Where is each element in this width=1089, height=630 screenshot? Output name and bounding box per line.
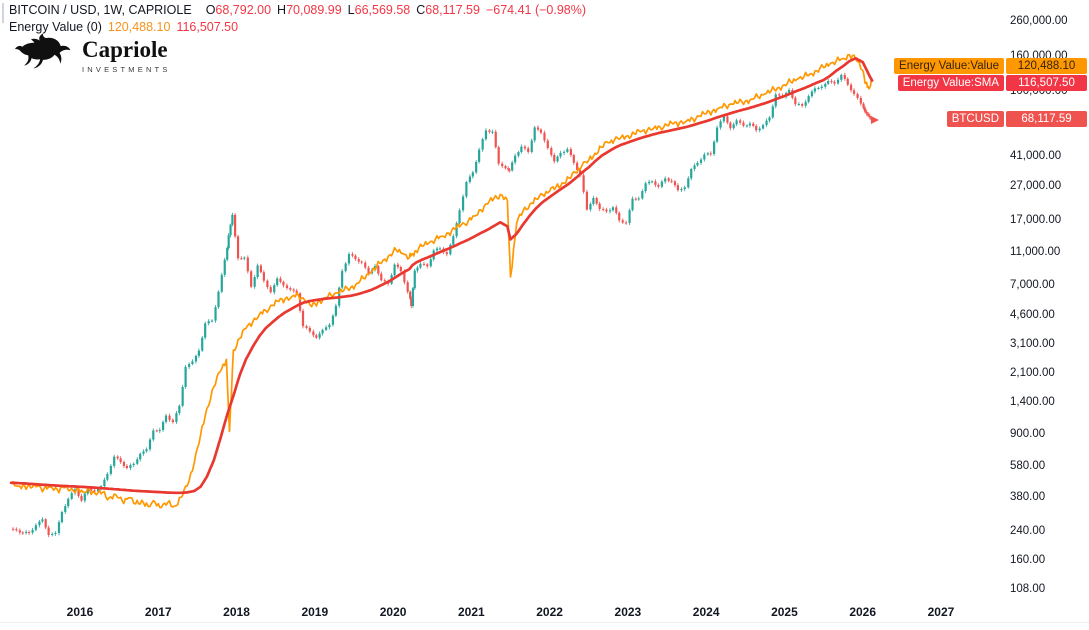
- year-tick-label: 2022: [536, 605, 563, 619]
- year-tick-label: 2027: [927, 605, 955, 619]
- energy-value-axis-badge: 120,488.10: [1006, 58, 1087, 74]
- legend: BITCOIN / USD, 1W, CAPRIOLE O68,792.00 H…: [9, 2, 586, 36]
- high-value: H70,089.99: [277, 3, 342, 17]
- indicator-value: 120,488.10: [107, 20, 171, 34]
- btcusd-label: BTCUSD: [946, 111, 1004, 127]
- open-value: O68,792.00: [205, 3, 272, 17]
- year-tick-label: 2019: [301, 605, 329, 619]
- btcusd-label-row: BTCUSD 68,117.59: [0, 111, 1089, 127]
- price-tick-label: 108.00: [1010, 583, 1046, 596]
- year-tick-label: 2020: [379, 605, 407, 619]
- price-tick-label: 7,000.00: [1010, 278, 1055, 291]
- energy-sma-label: Energy Value:SMA: [897, 75, 1004, 91]
- price-tick-label: 41,000.00: [1010, 149, 1062, 162]
- logo-subtitle-text: INVESTMENTS: [82, 64, 171, 74]
- price-tick-label: 580.00: [1010, 460, 1046, 473]
- logo-brand-text: Capriole: [82, 36, 168, 62]
- price-tick-label: 900.00: [1010, 428, 1046, 441]
- time-scale-rule: [0, 622, 1089, 623]
- btcusd-axis-badge: 68,117.59: [1006, 111, 1087, 127]
- price-tick-label: 11,000.00: [1010, 245, 1061, 258]
- energy-sma-axis-badge: 116,507.50: [1006, 75, 1087, 91]
- indicator-title: Energy Value (0): [9, 20, 102, 34]
- left-edge-divider: [2, 3, 4, 23]
- year-tick-label: 2025: [771, 605, 798, 619]
- indicator-legend-row[interactable]: Energy Value (0) 120,488.10 116,507.50: [9, 19, 586, 36]
- close-value: C68,117.59: [416, 3, 480, 17]
- symbol-title: BITCOIN / USD, 1W, CAPRIOLE: [9, 3, 192, 17]
- energy-sma-label-row: Energy Value:SMA 116,507.50: [0, 75, 1089, 91]
- price-tick-label: 3,100.00: [1010, 338, 1055, 351]
- candles-layer: [11, 72, 873, 538]
- low-value: L66,569.58: [347, 3, 411, 17]
- year-tick-label: 2021: [457, 605, 485, 619]
- price-tick-label: 27,000.00: [1010, 180, 1062, 193]
- energy-value-sma-line: [9, 56, 874, 495]
- year-tick-label: 2024: [692, 605, 720, 619]
- change-value: −674.41 (−0.98%): [485, 3, 587, 17]
- year-tick-label: 2016: [66, 605, 94, 619]
- price-tick-label: 17,000.00: [1010, 213, 1062, 226]
- year-tick-label: 2017: [144, 605, 172, 619]
- price-tick-label: 4,600.00: [1010, 309, 1055, 322]
- energy-value-line: [10, 53, 873, 509]
- price-tick-label: 260,000.00: [1010, 14, 1068, 27]
- horse-icon: [14, 33, 72, 78]
- price-tick-label: 380.00: [1010, 491, 1046, 504]
- year-tick-label: 2026: [849, 605, 877, 619]
- time-scale[interactable]: 2016 2017 2018 2019 2020 2021 2022 2023 2024 2025…: [0, 600, 1089, 630]
- year-tick-label: 2018: [223, 605, 250, 619]
- last-price-marker: [871, 116, 879, 124]
- energy-value-label-row: Energy Value:Value 120,488.10: [0, 58, 1089, 74]
- price-tick-label: 240.00: [1010, 524, 1046, 537]
- capriole-logo: Capriole INVESTMENTS: [14, 33, 171, 78]
- price-tick-label: 160.00: [1010, 554, 1046, 567]
- year-tick-label: 2023: [614, 605, 642, 619]
- price-tick-label: 1,400.00: [1010, 396, 1055, 409]
- price-tick-label: 2,100.00: [1010, 366, 1055, 379]
- symbol-legend-row[interactable]: BITCOIN / USD, 1W, CAPRIOLE O68,792.00 H…: [9, 2, 586, 19]
- energy-value-label: Energy Value:Value: [894, 58, 1004, 74]
- indicator-sma-value: 116,507.50: [176, 20, 239, 34]
